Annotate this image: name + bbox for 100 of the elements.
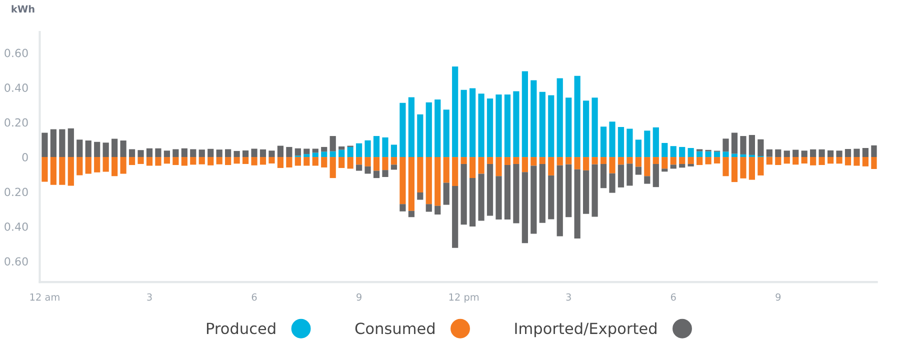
bar [583, 170, 590, 214]
bar [234, 150, 240, 158]
bar [504, 94, 511, 158]
bar [112, 138, 118, 158]
bar [426, 102, 432, 158]
bar [574, 157, 580, 170]
bar [408, 97, 414, 158]
legend-label: Produced [206, 322, 276, 334]
bar [618, 164, 624, 188]
bar [146, 157, 153, 166]
bar [748, 154, 756, 158]
bar [417, 157, 424, 192]
bar [112, 157, 118, 176]
bar [347, 157, 354, 169]
bar [408, 210, 414, 218]
bar [548, 175, 554, 220]
bar [155, 157, 162, 166]
bar [338, 157, 345, 168]
bar [827, 150, 834, 158]
bar [128, 149, 136, 158]
bar [102, 142, 109, 158]
bar [530, 157, 537, 166]
bar [364, 140, 371, 158]
bar [390, 157, 398, 165]
bar [198, 150, 205, 158]
x-tick-label: 3 [147, 293, 152, 301]
bar [364, 157, 371, 166]
bar [635, 166, 642, 175]
bar [662, 157, 668, 169]
bar [731, 154, 738, 158]
bar [662, 168, 668, 172]
bar [42, 157, 48, 182]
bar [539, 157, 546, 164]
bar [242, 150, 249, 158]
x-tick-label: 12 pm [449, 293, 479, 303]
bar [871, 145, 877, 158]
bar [478, 174, 484, 221]
bar [600, 157, 607, 164]
bar [566, 98, 572, 158]
bar [138, 150, 144, 158]
bar [294, 157, 301, 166]
bar [722, 152, 729, 158]
bar [522, 172, 528, 244]
bar [251, 148, 258, 158]
bar [85, 157, 92, 174]
bar [76, 157, 83, 176]
y-tick-label: 0.20 [4, 188, 28, 196]
bar [862, 157, 869, 166]
bar [356, 157, 362, 165]
bar [662, 142, 668, 158]
bar [85, 140, 92, 158]
bar [304, 157, 310, 166]
bar [216, 157, 222, 164]
bar [443, 182, 450, 205]
bar [486, 164, 494, 216]
bar [321, 152, 328, 158]
y-tick-label: 0.60 [4, 257, 28, 266]
bar [312, 148, 318, 153]
bar [400, 157, 406, 204]
bar [705, 157, 712, 164]
bar [50, 157, 56, 185]
bar [696, 151, 703, 158]
bar [862, 148, 869, 158]
bar [304, 148, 310, 154]
bar [618, 126, 624, 158]
bar [644, 157, 650, 176]
bar [688, 148, 694, 158]
bar [94, 142, 100, 158]
bar [731, 157, 738, 182]
bar [504, 165, 511, 220]
bar [583, 100, 590, 158]
bar [836, 150, 842, 158]
bar [390, 164, 398, 170]
bar [574, 76, 580, 158]
bar [286, 146, 292, 158]
bar [688, 157, 694, 164]
bar [784, 157, 790, 164]
bar [417, 114, 424, 158]
bar [216, 150, 222, 158]
bar [609, 157, 616, 174]
bar [400, 102, 406, 158]
bar [198, 157, 205, 164]
bar [652, 157, 659, 164]
bar [854, 148, 860, 158]
legend-label: Consumed [355, 322, 434, 334]
bar [155, 148, 162, 158]
bar [400, 204, 406, 212]
bar [181, 157, 188, 166]
bar [740, 154, 746, 158]
bar [670, 146, 676, 158]
bar [854, 157, 860, 166]
bar [600, 126, 607, 158]
bar [68, 128, 74, 158]
bar [696, 157, 703, 166]
bar [452, 186, 458, 248]
bar [434, 100, 441, 158]
bar [801, 157, 808, 164]
bar [164, 150, 170, 158]
bar [330, 157, 336, 178]
bar [504, 157, 511, 166]
